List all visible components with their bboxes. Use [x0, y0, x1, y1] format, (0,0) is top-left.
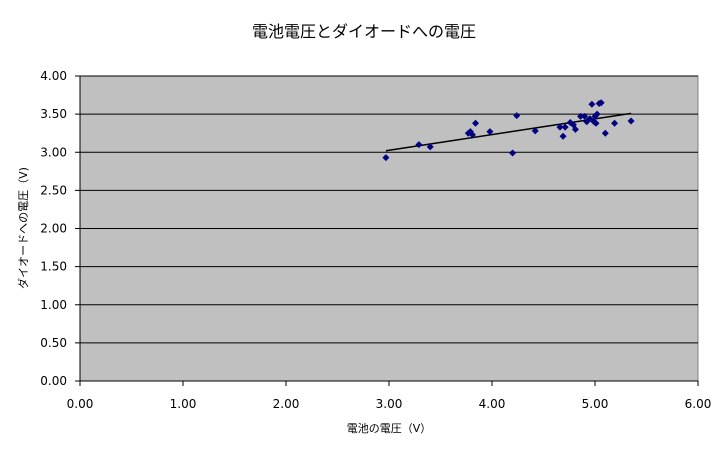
data-point	[382, 154, 390, 162]
x-tick-label: 3.00	[376, 397, 403, 411]
data-point	[597, 99, 605, 107]
data-point	[415, 141, 423, 149]
tick-labels: 0.00 0.50 1.00 1.50 2.00 2.50 3.00 3.50 4.00 0.00…	[40, 69, 711, 411]
data-point	[509, 149, 517, 157]
data-points	[382, 99, 635, 162]
y-tick-label: 1.50	[40, 260, 67, 274]
x-axis-label: 電池の電圧（V）	[347, 422, 432, 435]
y-tick-label: 2.00	[40, 222, 67, 236]
data-point	[586, 115, 594, 123]
data-point	[577, 112, 585, 120]
data-point	[559, 132, 567, 140]
data-point	[581, 112, 589, 120]
x-tick-label: 5.00	[582, 397, 609, 411]
y-tick-label: 3.50	[40, 107, 67, 121]
y-tick-label: 0.50	[40, 336, 67, 350]
y-tick-label: 4.00	[40, 69, 67, 83]
y-tick-label: 2.50	[40, 183, 67, 197]
y-tick-label: 0.00	[40, 374, 67, 388]
data-point	[472, 119, 480, 127]
x-tick-label: 2.00	[273, 397, 300, 411]
data-point	[593, 110, 601, 118]
data-point	[468, 131, 476, 139]
data-point	[531, 127, 539, 135]
data-point	[601, 129, 609, 137]
x-tick-label: 0.00	[67, 397, 94, 411]
axes	[75, 75, 699, 386]
data-point	[571, 125, 579, 133]
data-point	[627, 117, 635, 125]
y-tick-label: 3.00	[40, 145, 67, 159]
data-point	[486, 128, 494, 136]
x-tick-label: 4.00	[479, 397, 506, 411]
data-point	[561, 123, 569, 131]
data-point	[556, 123, 564, 131]
chart-title: 電池電圧とダイオードへの電圧	[252, 22, 476, 41]
data-point	[513, 112, 521, 120]
data-point	[426, 143, 434, 151]
y-axis-label: ダイオードへの電圧（V)	[16, 167, 30, 289]
data-point	[588, 100, 596, 108]
x-tick-label: 6.00	[685, 397, 712, 411]
data-point	[592, 119, 600, 127]
data-point	[611, 119, 619, 127]
y-tick-label: 1.00	[40, 298, 67, 312]
x-tick-label: 1.00	[170, 397, 197, 411]
